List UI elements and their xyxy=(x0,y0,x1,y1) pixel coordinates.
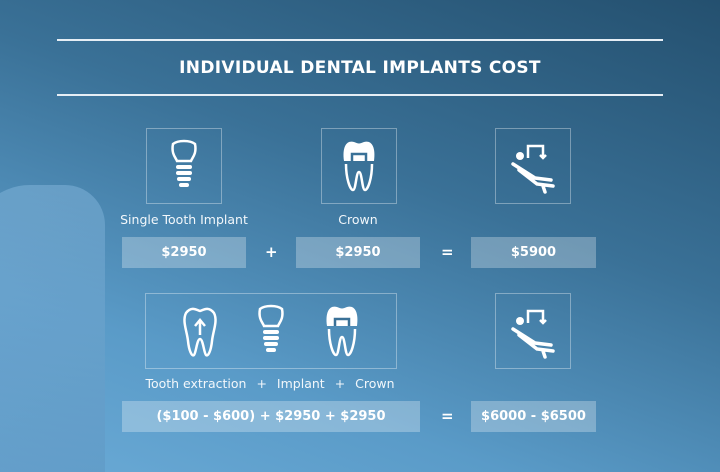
chair-icon-box-2 xyxy=(495,293,571,369)
procedure-icons-box xyxy=(145,293,397,369)
price-crown: $2950 xyxy=(296,237,420,268)
tooth-extraction-icon xyxy=(182,307,217,357)
crown-icon xyxy=(342,140,376,192)
implant-icon xyxy=(258,304,284,354)
plus-sign: + xyxy=(256,376,267,391)
label-single-tooth-implant: Single Tooth Implant xyxy=(120,212,248,227)
plus-sign: + xyxy=(265,243,278,261)
crown-icon-box xyxy=(321,128,397,204)
crown-icon xyxy=(325,305,360,357)
equals-sign: = xyxy=(441,407,454,425)
doctor-silhouette xyxy=(0,185,105,472)
label-implant: Implant xyxy=(276,376,325,391)
page-title: INDIVIDUAL DENTAL IMPLANTS COST xyxy=(179,58,541,78)
dental-chair-icon xyxy=(511,144,555,194)
implant-icon-box xyxy=(146,128,222,204)
price-total-range: $6000 - $6500 xyxy=(471,401,596,432)
price-total: $5900 xyxy=(471,237,596,268)
label-tooth-extraction: Tooth extraction xyxy=(145,376,247,391)
dental-chair-icon xyxy=(511,309,555,359)
top-divider xyxy=(57,39,663,41)
bottom-divider xyxy=(57,94,663,96)
implant-icon xyxy=(171,139,197,189)
chair-icon-box xyxy=(495,128,571,204)
price-implant: $2950 xyxy=(122,237,246,268)
label-crown: Crown xyxy=(355,376,395,391)
price-formula: ($100 - $600) + $2950 + $2950 xyxy=(122,401,420,432)
label-crown: Crown xyxy=(338,212,378,227)
procedure-labels: Tooth extraction + Implant + Crown xyxy=(120,376,420,391)
plus-sign: + xyxy=(334,376,346,391)
equals-sign: = xyxy=(441,243,454,261)
